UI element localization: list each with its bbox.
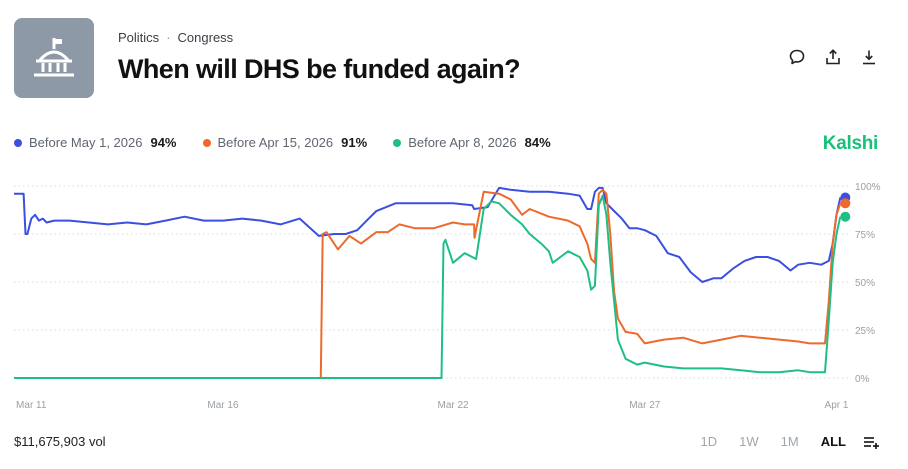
- time-range-selector: 1D 1W 1M ALL: [679, 434, 880, 449]
- x-tick-label: Mar 27: [629, 400, 661, 411]
- breadcrumb-category[interactable]: Politics: [118, 30, 160, 45]
- x-tick-label: Mar 16: [207, 400, 239, 411]
- y-tick-label: 100%: [855, 182, 881, 193]
- breadcrumb: Politics · Congress: [118, 30, 233, 45]
- comment-icon[interactable]: [788, 48, 806, 66]
- series-endpoint: [840, 198, 851, 209]
- y-tick-label: 25%: [855, 326, 875, 337]
- chart-grid: [14, 185, 848, 379]
- legend-label: Before Apr 8, 2026: [408, 135, 517, 150]
- y-axis-labels: 0% 25% 50% 75% 100%: [855, 182, 881, 385]
- legend-label: Before May 1, 2026: [29, 135, 143, 150]
- download-icon[interactable]: [860, 48, 878, 66]
- probability-chart: 0% 25% 50% 75% 100% Mar 11 Mar 16 Mar 22 Mar 27…: [14, 182, 881, 411]
- range-1d[interactable]: 1D: [700, 434, 718, 449]
- legend-value: 91%: [341, 135, 368, 150]
- volume-label: $11,675,903 vol: [14, 434, 106, 449]
- x-tick-label: Apr 1: [825, 400, 849, 411]
- legend-value: 84%: [524, 135, 551, 150]
- legend-value: 94%: [150, 135, 177, 150]
- series-endpoint: [840, 211, 851, 222]
- chart-legend: Before May 1, 2026 94% Before Apr 15, 20…: [14, 135, 577, 150]
- y-tick-label: 0%: [855, 374, 870, 385]
- legend-item-apr-8[interactable]: Before Apr 8, 2026 84%: [393, 135, 551, 150]
- range-all[interactable]: ALL: [820, 434, 846, 449]
- market-thumbnail: [14, 18, 94, 98]
- range-1w[interactable]: 1W: [739, 434, 759, 449]
- range-1m[interactable]: 1M: [780, 434, 799, 449]
- x-axis-labels: Mar 11 Mar 16 Mar 22 Mar 27 Apr 1: [16, 400, 849, 411]
- x-tick-label: Mar 11: [16, 400, 47, 411]
- chart-lines: [14, 186, 842, 379]
- list-add-icon[interactable]: [864, 435, 880, 449]
- legend-dot: [393, 138, 402, 147]
- chart-endpoints: [840, 192, 851, 222]
- legend-item-apr-15[interactable]: Before Apr 15, 2026 91%: [202, 135, 368, 150]
- kalshi-logo[interactable]: Kalshi: [822, 133, 879, 154]
- y-tick-label: 75%: [855, 230, 875, 241]
- legend-item-may-1[interactable]: Before May 1, 2026 94%: [14, 135, 177, 150]
- series-line: [14, 194, 842, 379]
- legend-dot: [202, 138, 211, 147]
- y-tick-label: 50%: [855, 278, 875, 289]
- breadcrumb-separator: ·: [166, 30, 171, 45]
- legend-dot: [14, 138, 22, 147]
- x-tick-label: Mar 22: [437, 400, 469, 411]
- legend-label: Before Apr 15, 2026: [217, 135, 334, 150]
- header-actions: [788, 48, 878, 66]
- breadcrumb-subcategory[interactable]: Congress: [177, 30, 234, 45]
- capitol-building-icon: [34, 38, 74, 77]
- series-line: [14, 188, 842, 379]
- series-line: [14, 186, 842, 283]
- share-icon[interactable]: [824, 48, 842, 66]
- page-title: When will DHS be funded again?: [118, 54, 521, 84]
